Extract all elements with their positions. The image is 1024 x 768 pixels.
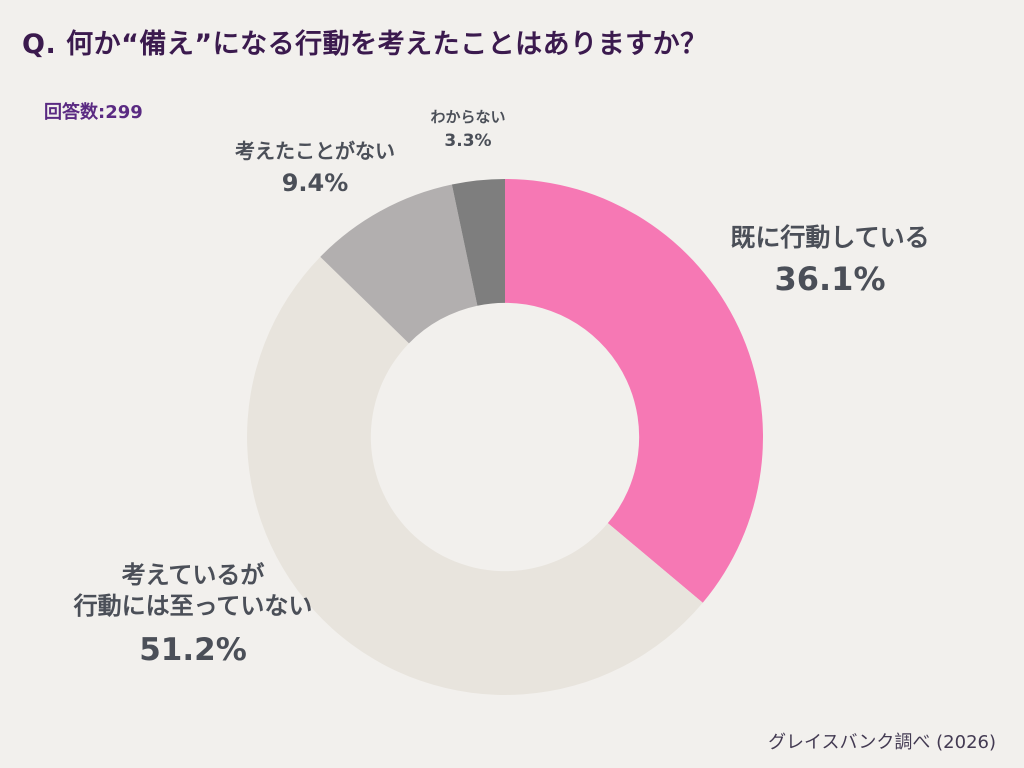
slice-label-never-thought: 考えたことがない 9.4% [205, 138, 425, 199]
donut-slice-1 [247, 256, 703, 695]
donut-chart [247, 179, 764, 695]
donut-slice-2 [320, 184, 478, 344]
slice-name: 考えているが 行動には至っていない [73, 561, 313, 621]
donut-slice-3 [451, 179, 505, 306]
slice-percent: 36.1% [774, 259, 886, 298]
slice-label-already-acting: 既に行動している 36.1% [690, 222, 970, 300]
slice-name: わからない [430, 108, 506, 126]
source-credit: グレイスバンク調べ (2026) [768, 732, 996, 753]
slice-name: 既に行動している [730, 223, 930, 252]
slice-label-thinking-not-acting: 考えているが 行動には至っていない 51.2% [48, 560, 338, 671]
donut-slice-0 [505, 179, 764, 603]
slice-percent: 3.3% [444, 130, 492, 151]
slice-label-dont-know: わからない 3.3% [398, 108, 538, 152]
respondent-count: 回答数:299 [44, 102, 143, 123]
slice-name: 考えたことがない [235, 139, 395, 163]
chart-title: Q. 何か“備え”になる行動を考えたことはありますか？ [22, 29, 708, 60]
slice-percent: 9.4% [281, 169, 349, 197]
slice-percent: 51.2% [139, 632, 247, 669]
